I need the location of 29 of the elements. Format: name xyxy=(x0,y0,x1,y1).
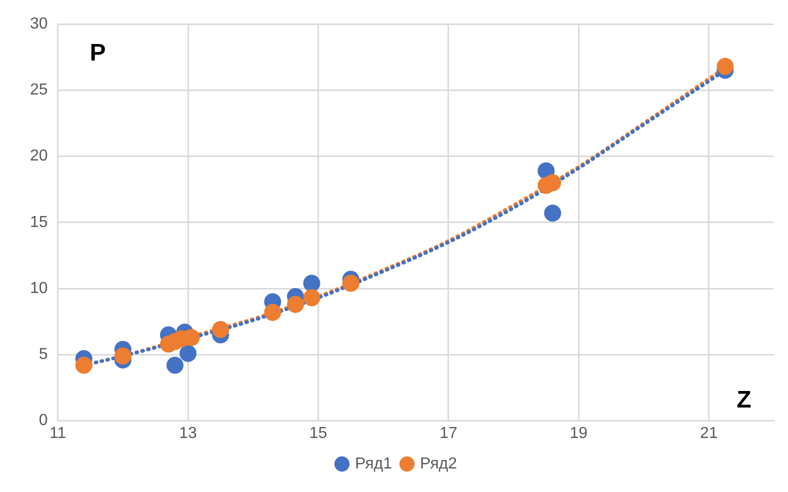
y-tick-label: 0 xyxy=(38,412,48,430)
y-tick-label: 20 xyxy=(30,148,48,165)
point xyxy=(114,347,132,364)
x-tick-label: 15 xyxy=(309,424,328,442)
y-tick-label: 5 xyxy=(38,346,48,364)
annotation: Z xyxy=(736,386,752,414)
point xyxy=(716,58,734,75)
point xyxy=(544,204,562,222)
x-tick-label: 17 xyxy=(440,424,458,442)
point xyxy=(166,356,184,374)
point xyxy=(212,321,230,338)
legend-label: Ряд2 xyxy=(420,455,458,472)
point xyxy=(264,304,282,321)
point xyxy=(180,344,197,362)
y-tick-label: 25 xyxy=(30,82,48,99)
annotation: P xyxy=(90,40,106,67)
legend-label: Ряд1 xyxy=(354,455,392,472)
x-tick-label: 19 xyxy=(570,424,588,442)
point xyxy=(342,274,360,292)
point xyxy=(303,274,320,292)
point xyxy=(75,356,92,374)
point xyxy=(303,289,320,306)
point xyxy=(286,296,304,313)
x-tick-label: 21 xyxy=(700,424,718,442)
x-tick-label: 13 xyxy=(179,424,198,442)
y-tick-label: 15 xyxy=(30,214,48,231)
y-tick-label: 30 xyxy=(30,15,48,32)
x-tick-label: 11 xyxy=(49,424,66,442)
y-tick-label: 10 xyxy=(30,280,48,297)
